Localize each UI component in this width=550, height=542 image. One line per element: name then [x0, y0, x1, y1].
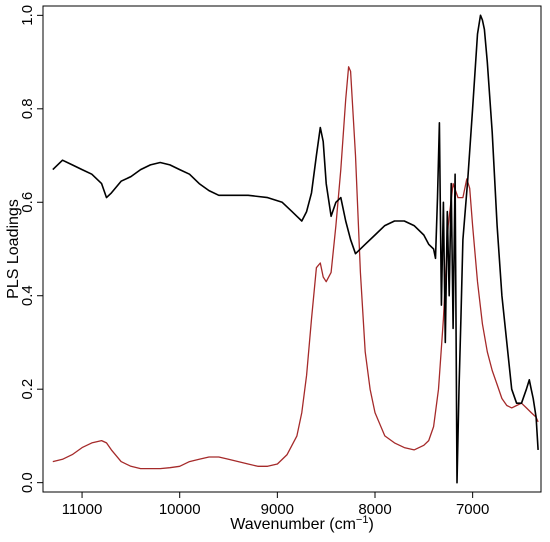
- y-axis: 0.0 0.2 0.4 0.6 0.8 1.0: [19, 5, 43, 493]
- series-line-red: [52, 66, 539, 470]
- y-tick-label: 1.0: [19, 5, 36, 26]
- y-tick-label: 0.2: [19, 379, 36, 400]
- x-axis-label: Wavenumber (cm−1): [230, 514, 374, 533]
- y-axis-label: PLS Loadings: [5, 199, 22, 299]
- y-tick-label: 0.4: [19, 285, 36, 306]
- x-axis: 11000 10000 9000 8000 7000: [62, 492, 489, 518]
- x-tick-label: 8000: [358, 501, 391, 518]
- series-layer: [52, 14, 539, 484]
- x-tick-label: 11000: [62, 501, 103, 518]
- y-tick-label: 0.0: [19, 472, 36, 493]
- x-tick-label: 7000: [456, 501, 489, 518]
- x-axis-label-suffix: ): [368, 516, 373, 533]
- y-tick-label: 0.8: [19, 98, 36, 119]
- series-line-black: [52, 14, 539, 484]
- y-tick-label: 0.6: [19, 192, 36, 213]
- plot-frame: [42, 5, 542, 493]
- x-axis-label-main: Wavenumber (cm: [230, 516, 356, 533]
- x-tick-label: 9000: [261, 501, 294, 518]
- x-tick-label: 10000: [159, 501, 201, 518]
- x-axis-label-superscript: −1: [356, 514, 369, 526]
